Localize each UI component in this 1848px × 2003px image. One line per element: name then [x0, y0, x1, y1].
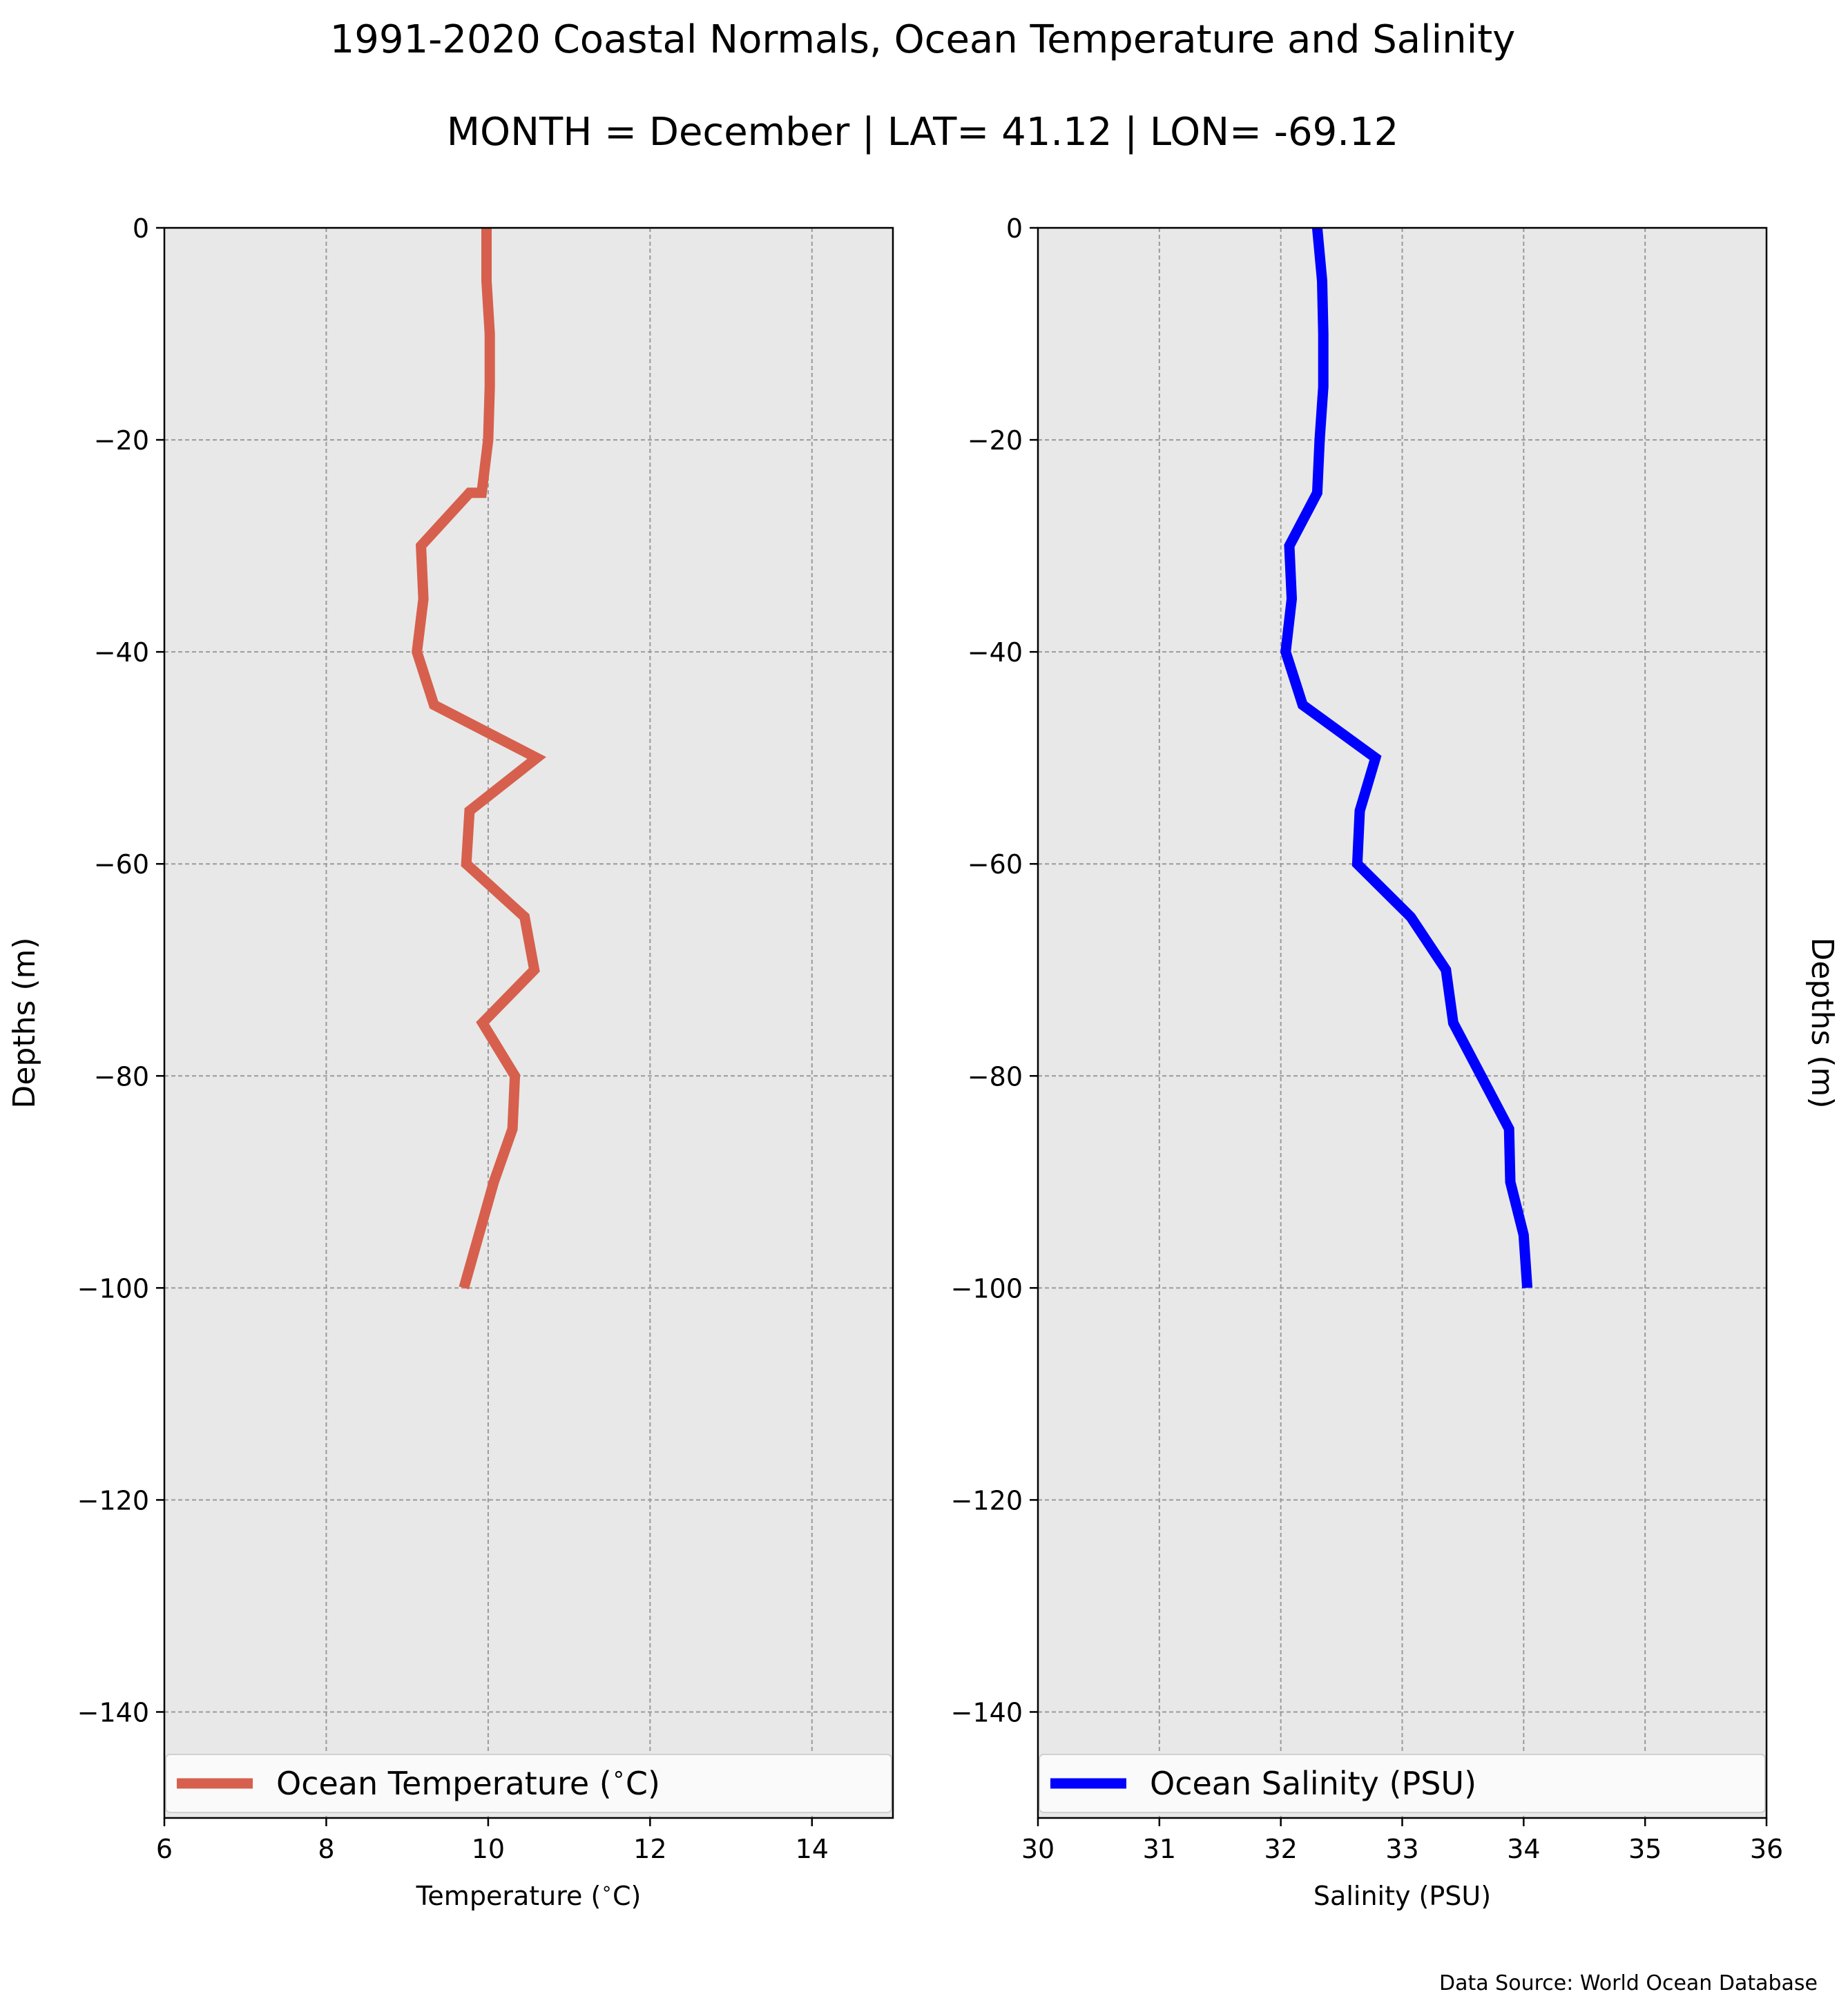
x-tick-label-4: 34: [1507, 1834, 1540, 1864]
x-tick-label-0: 30: [1021, 1834, 1055, 1864]
x-axis-label: Temperature (∘C): [416, 1878, 642, 1912]
x-tick-label-4: 14: [796, 1834, 829, 1864]
figure-title: 1991-2020 Coastal Normals, Ocean Tempera…: [330, 17, 1516, 62]
axes-frame: [163, 226, 894, 1819]
plot-background: [164, 228, 893, 1818]
legend-label-0: Ocean Temperature (∘C): [276, 1761, 660, 1802]
salinity-chart: Ocean Salinity (PSU) 30 31 32 33 34 35 36 0 −20 −4…: [951, 213, 1840, 1911]
y-tick-label-6: −120: [951, 1485, 1023, 1516]
x-tick-label-1: 8: [318, 1834, 334, 1864]
y-tick-label-5: −100: [951, 1273, 1023, 1304]
x-tick-label-5: 35: [1628, 1834, 1662, 1864]
x-tick-label-0: 6: [156, 1834, 173, 1864]
y-axis-label: Depths (m): [7, 937, 42, 1108]
figure-subtitle: MONTH = December | LAT= 41.12 | LON= -69…: [447, 110, 1399, 155]
y-tick-label-2: −40: [968, 637, 1023, 668]
y-tick-label-5: −100: [77, 1273, 149, 1304]
x-axis-label: Salinity (PSU): [1313, 1881, 1491, 1911]
legend: Ocean Temperature (∘C): [165, 1754, 892, 1813]
y-tick-label-1: −20: [968, 425, 1023, 456]
x-tick-label-2: 32: [1264, 1834, 1297, 1864]
series-line-0: [412, 228, 546, 1290]
y-tick-label-3: −60: [968, 849, 1023, 880]
y-tick-label-6: −120: [77, 1485, 149, 1516]
y-tick-label-2: −40: [94, 637, 149, 668]
y-tick-label-1: −20: [94, 425, 149, 456]
y-tick-label-0: 0: [133, 213, 149, 244]
series-line-0: [1280, 227, 1533, 1288]
y-tick-label-0: 0: [1006, 213, 1023, 244]
legend: Ocean Salinity (PSU): [1039, 1754, 1766, 1813]
x-tick-label-3: 33: [1385, 1834, 1418, 1864]
y-axis-label: Depths (m): [1804, 937, 1840, 1108]
x-tick-label-1: 31: [1143, 1834, 1176, 1864]
x-tick-label-6: 36: [1750, 1834, 1783, 1864]
legend-box: [165, 1754, 892, 1813]
legend-box: [1039, 1754, 1766, 1813]
temperature-chart: Ocean Temperature (∘C) 6 8 10 12 14 0 −20 −40 −60…: [7, 213, 894, 1912]
legend-label-0: Ocean Salinity (PSU): [1150, 1765, 1476, 1802]
y-tick-label-4: −80: [968, 1061, 1023, 1092]
x-tick-label-2: 10: [472, 1834, 505, 1864]
x-tick-label-3: 12: [633, 1834, 666, 1864]
y-tick-label-4: −80: [94, 1061, 149, 1092]
y-tick-label-3: −60: [94, 849, 149, 880]
y-tick-label-7: −140: [77, 1697, 149, 1728]
y-tick-label-7: −140: [951, 1697, 1023, 1728]
source-note: Data Source: World Ocean Database: [1439, 1971, 1818, 1995]
